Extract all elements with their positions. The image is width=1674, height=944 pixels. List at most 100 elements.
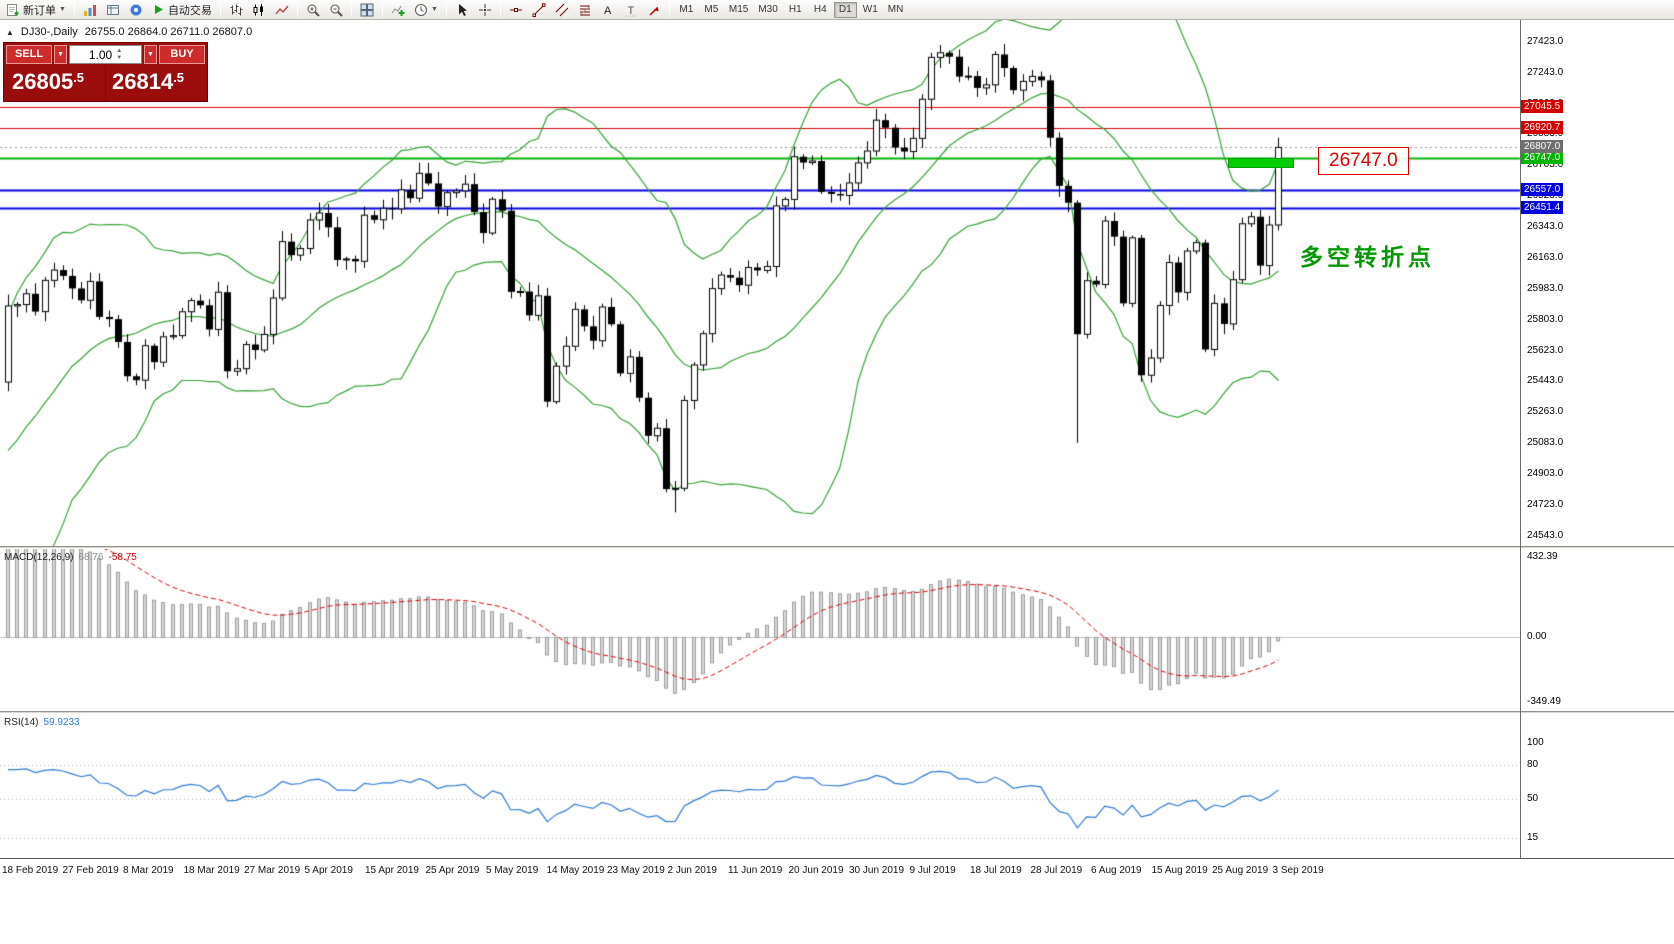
- cursor-arrow-icon: [455, 3, 469, 17]
- clock-icon: [414, 3, 428, 17]
- date-label: 18 Mar 2019: [183, 865, 240, 876]
- fibonacci-tool-button[interactable]: [574, 1, 596, 19]
- price-tick: 27423.0: [1527, 35, 1564, 47]
- price-level-tag: 26557.0: [1521, 183, 1564, 197]
- price-tick: 24903.0: [1527, 468, 1564, 480]
- text-tool-button[interactable]: A: [597, 1, 619, 19]
- candlestick-mode-button[interactable]: [248, 1, 270, 19]
- volume-value: 1.00: [88, 47, 113, 62]
- autotrading-button[interactable]: 自动交易: [148, 1, 216, 19]
- toolbar-separator: [73, 2, 75, 17]
- macd-indicator-label: MACD(12,26,9) 68.76 -58.75: [4, 552, 137, 563]
- price-level-tag: 27045.5: [1521, 99, 1564, 113]
- price-level-tag: 26747.0: [1521, 150, 1564, 164]
- label-icon: T: [624, 3, 638, 17]
- volume-spinner-icon[interactable]: ▲ ▼: [116, 47, 123, 61]
- price-level-callout[interactable]: 26747.0: [1318, 147, 1409, 175]
- price-tick: 25623.0: [1527, 344, 1564, 356]
- price-tick: 24723.0: [1527, 498, 1564, 510]
- main-toolbar: 新订单 ▼ 自动交易 ▼ A T M1 M5 M15 M30 H1 H4 D1 W1 MN: [0, 0, 1674, 20]
- timeframe-button-M15[interactable]: M15: [725, 2, 752, 18]
- toolbar-separator: [445, 2, 447, 17]
- timeframe-button-M30[interactable]: M30: [754, 2, 781, 18]
- navigator-button[interactable]: [125, 1, 147, 19]
- volume-input[interactable]: 1.00 ▲ ▼: [69, 45, 142, 64]
- label-tool-button[interactable]: T: [620, 1, 642, 19]
- date-label: 5 May 2019: [486, 865, 539, 876]
- periods-button[interactable]: ▼: [410, 1, 442, 19]
- sell-price[interactable]: 26805.5: [12, 69, 85, 94]
- toolbar-separator: [296, 2, 298, 17]
- toolbar-separator: [219, 2, 221, 17]
- timeframe-button-MN[interactable]: MN: [884, 2, 908, 18]
- timeframe-button-M5[interactable]: M5: [700, 2, 723, 18]
- turning-point-annotation[interactable]: 多空转折点: [1300, 244, 1435, 270]
- navigator-icon: [129, 3, 143, 17]
- cursor-button[interactable]: [451, 1, 473, 19]
- timeframe-group: M1 M5 M15 M30 H1 H4 D1 W1 MN: [674, 1, 908, 18]
- date-label: 18 Feb 2019: [2, 865, 59, 876]
- price-tick: 25983.0: [1527, 282, 1564, 294]
- bar-stats-icon: [83, 3, 97, 17]
- price-tick: 25083.0: [1527, 437, 1564, 449]
- date-label: 27 Feb 2019: [62, 865, 119, 876]
- timeframe-button-H1[interactable]: H1: [784, 2, 807, 18]
- panel-splitter[interactable]: [0, 711, 1674, 714]
- macd-axis-label: 432.39: [1527, 551, 1558, 562]
- rsi-panel-canvas[interactable]: [0, 714, 1674, 858]
- toolbar-separator: [499, 2, 501, 17]
- timeframe-button-D1[interactable]: D1: [833, 1, 857, 18]
- charts-profile-button[interactable]: [79, 1, 101, 19]
- date-label: 11 Jun 2019: [728, 865, 783, 876]
- arrows-tool-button[interactable]: [643, 1, 665, 19]
- trendline-icon: [532, 2, 546, 17]
- horizontal-line-tool-button[interactable]: [505, 1, 527, 19]
- macd-axis-label: -349.49: [1527, 696, 1561, 708]
- date-label: 5 Apr 2019: [304, 865, 353, 876]
- arrow-objects-icon: [647, 3, 661, 17]
- channel-tool-button[interactable]: [551, 1, 573, 19]
- support-highlight-rectangle[interactable]: [1228, 158, 1294, 168]
- zoom-in-button[interactable]: [302, 1, 324, 19]
- horizontal-line-icon: [509, 3, 523, 17]
- date-label: 8 Mar 2019: [123, 865, 174, 876]
- price-tick: 26703.0: [1527, 159, 1564, 171]
- buy-price[interactable]: 26814.5: [105, 66, 205, 99]
- price-chart-canvas[interactable]: [0, 20, 1674, 546]
- timeframe-button-W1[interactable]: W1: [859, 2, 882, 18]
- new-order-button[interactable]: 新订单 ▼: [2, 1, 70, 19]
- date-axis[interactable]: 18 Feb 2019 27 Feb 2019 8 Mar 2019 18 Mar 2…: [0, 858, 1674, 882]
- tile-windows-button[interactable]: [356, 1, 378, 19]
- add-indicator-button[interactable]: [387, 1, 409, 19]
- text-icon: A: [601, 3, 615, 17]
- sell-options-dropdown[interactable]: ▼: [54, 45, 67, 64]
- toolbar-separator: [381, 2, 383, 17]
- rsi-axis-label: 15: [1527, 832, 1539, 844]
- new-order-icon: [6, 3, 20, 17]
- date-label: 30 Jun 2019: [849, 865, 905, 876]
- bar-chart-mode-button[interactable]: [225, 1, 247, 19]
- zoom-out-button[interactable]: [325, 1, 347, 19]
- crosshair-button[interactable]: [474, 1, 496, 19]
- line-chart-icon: [275, 3, 289, 17]
- date-label: 14 May 2019: [546, 865, 605, 876]
- date-label: 28 Jul 2019: [1030, 865, 1083, 876]
- buy-button[interactable]: BUY: [159, 45, 205, 64]
- price-tick: 26163.0: [1527, 251, 1564, 263]
- timeframe-button-M1[interactable]: M1: [675, 2, 698, 18]
- price-tick: 25803.0: [1527, 313, 1564, 325]
- timeframe-button-H4[interactable]: H4: [809, 2, 832, 18]
- data-window-button[interactable]: [102, 1, 124, 19]
- panel-splitter[interactable]: [0, 546, 1674, 549]
- trendline-tool-button[interactable]: [528, 1, 550, 19]
- fibonacci-icon: [578, 3, 592, 17]
- buy-options-dropdown[interactable]: ▼: [144, 45, 157, 64]
- price-level-tag: 26451.4: [1521, 201, 1564, 215]
- line-chart-mode-button[interactable]: [271, 1, 293, 19]
- symbol-period-label: DJ30-,Daily: [20, 26, 78, 38]
- ohlc-values: 26755.0 26864.0 26711.0 26807.0: [84, 26, 253, 38]
- macd-panel-canvas[interactable]: [0, 549, 1674, 711]
- sell-button[interactable]: SELL: [6, 45, 52, 64]
- collapse-panel-icon[interactable]: ▲: [6, 27, 14, 37]
- chevron-down-icon: ▼: [59, 6, 66, 13]
